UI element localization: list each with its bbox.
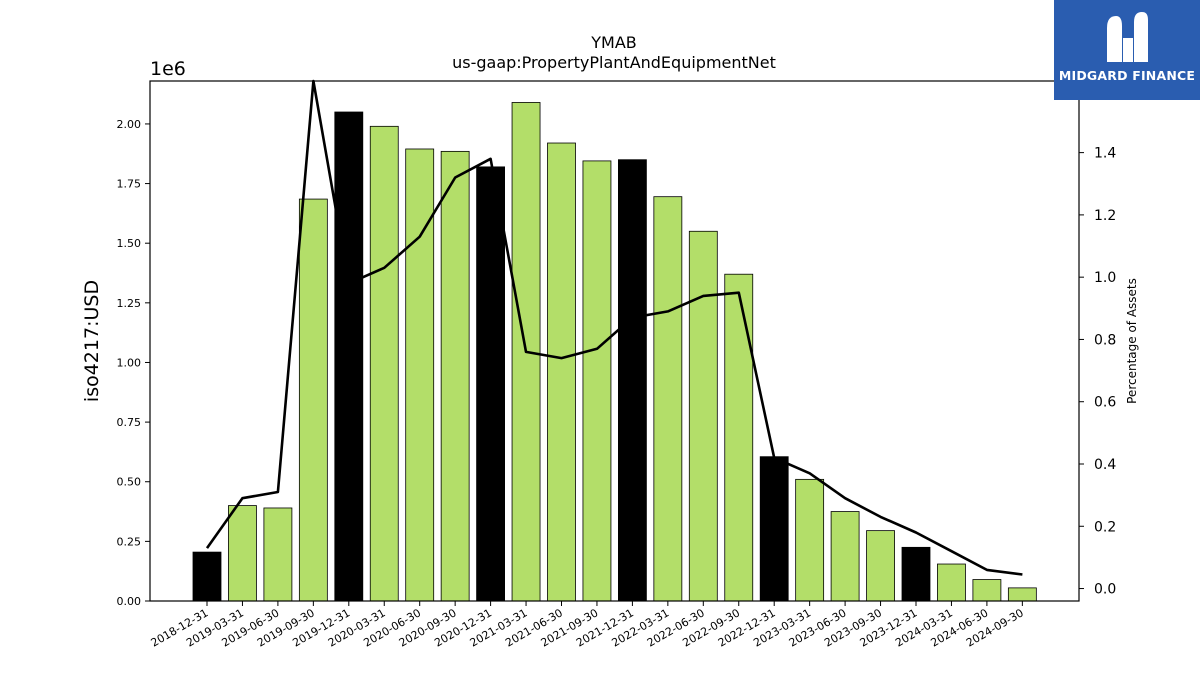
bar-2023-12-31 (901, 546, 931, 602)
bar-2019-06-30 (263, 507, 293, 602)
bar-2022-12-31 (759, 456, 789, 602)
bar-2019-03-31 (228, 505, 257, 602)
bar-2023-03-31 (795, 478, 825, 602)
chart-subtitle: us-gaap:PropertyPlantAndEquipmentNet (452, 53, 776, 72)
bar-2021-12-31 (618, 159, 647, 602)
y2-tick-label: 1.0 (1094, 270, 1116, 286)
y-tick-label: 1.25 (117, 297, 142, 310)
bar-2022-03-31 (653, 196, 683, 602)
y2-tick-label: 1.4 (1094, 146, 1116, 162)
bar-2024-03-31 (937, 563, 966, 602)
bar-2020-12-31 (476, 166, 506, 602)
bar-2021-06-30 (547, 142, 576, 602)
y-tick-label: 0.25 (117, 535, 142, 548)
bar-2019-12-31 (334, 111, 364, 602)
y-tick-label: 1.50 (117, 237, 142, 250)
bar-2020-09-30 (440, 150, 470, 602)
bar-2020-03-31 (369, 125, 399, 602)
y-tick-label: 1.00 (117, 356, 142, 369)
y2-tick-label: 0.0 (1094, 582, 1116, 598)
y-tick-label: 1.75 (117, 178, 142, 191)
percentage-of-assets-line (205, 79, 1023, 576)
y2-tick-label: 0.4 (1094, 457, 1116, 473)
brand-mark-icon (1107, 12, 1148, 62)
bar-2019-09-30 (298, 198, 328, 602)
y2-tick-label: 1.2 (1094, 208, 1116, 224)
bar-2023-06-30 (830, 511, 860, 602)
brand-name: MIDGARD FINANCE (1058, 68, 1196, 83)
y-scale-label: 1e6 (150, 58, 186, 80)
y2-tick-label: 0.8 (1094, 332, 1116, 348)
y-tick-label: 0.75 (117, 416, 142, 429)
y2-axis-label: Percentage of Assets (1125, 278, 1139, 404)
y2-tick-label: 0.6 (1094, 395, 1116, 411)
chart-title: YMAB (590, 33, 637, 52)
bar-2020-06-30 (405, 148, 435, 602)
y-axis-label: iso4217:USD (81, 280, 103, 402)
brand-logo: MIDGARD FINANCE (1054, 0, 1200, 100)
bar-2024-09-30 (1007, 587, 1037, 602)
bar-2018-12-31 (192, 551, 222, 602)
bar-2022-09-30 (724, 273, 754, 602)
y-tick-label: 2.00 (117, 118, 142, 131)
y-tick-label: 0.50 (117, 476, 142, 489)
bar-2021-09-30 (582, 160, 612, 602)
y2-tick-label: 0.2 (1094, 519, 1116, 535)
bar-2022-06-30 (688, 230, 718, 602)
bar-2023-09-30 (866, 530, 895, 602)
y-tick-label: 0.00 (117, 595, 142, 608)
plot-frame (149, 80, 1080, 602)
bar-2024-06-30 (972, 579, 1002, 602)
